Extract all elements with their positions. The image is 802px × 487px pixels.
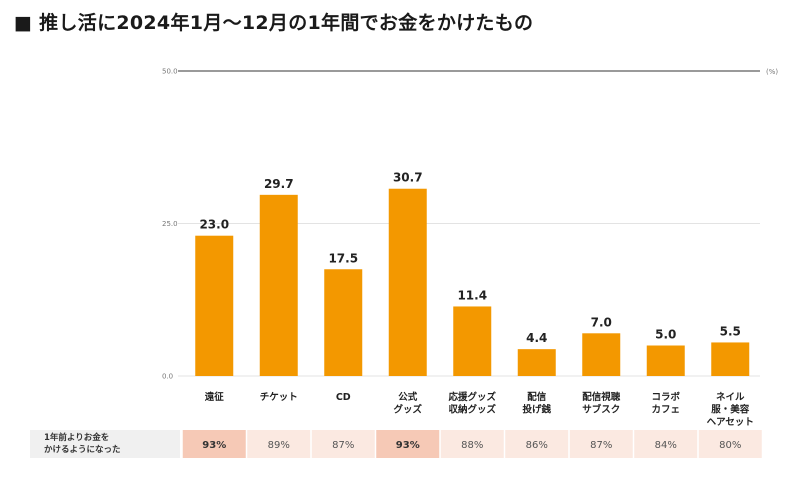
row-cell (182, 430, 246, 458)
category-label: 収納グッズ (448, 404, 496, 416)
bar-value-label: 17.5 (328, 251, 358, 265)
row-cell (440, 430, 504, 458)
category-label: ネイル (716, 392, 745, 403)
row-cell (634, 430, 698, 458)
category-label: グッズ (393, 404, 422, 416)
row-cell (247, 430, 311, 458)
bar-value-label: 30.7 (393, 171, 423, 185)
category-label: チケット (260, 392, 298, 403)
row-cell (376, 430, 440, 458)
category-label: CD (336, 392, 351, 403)
bars (195, 188, 750, 376)
category-label: 配信 (527, 391, 547, 403)
y-tick-label: 25.0 (162, 220, 178, 228)
row-label-line2: かけるようになった (44, 445, 121, 455)
row-cell-value: 87% (332, 440, 354, 451)
row-label-line1: 1年前よりお金を (44, 433, 110, 443)
bar-value-label: 7.0 (591, 315, 612, 329)
y-tick-label: 50.0 (162, 68, 178, 76)
row-cell-value: 88% (461, 440, 483, 451)
row-cell-value: 93% (202, 440, 226, 451)
unit-label: (%) (766, 68, 778, 76)
bar (195, 235, 234, 376)
bar (453, 306, 492, 376)
category-label: 公式 (398, 391, 418, 403)
row-cell-value: 87% (590, 440, 612, 451)
bar-value-label: 5.5 (720, 324, 741, 338)
category-label: サブスク (582, 404, 620, 416)
row-cell (505, 430, 569, 458)
category-label: コラボ (651, 391, 680, 403)
category-label: 応援グッズ (447, 391, 496, 403)
bar (517, 349, 556, 376)
bar (646, 345, 685, 376)
row-cell (311, 430, 375, 458)
bar-value-label: 4.4 (526, 331, 547, 345)
category-label: 配信視聴 (582, 391, 621, 403)
bar (388, 188, 427, 376)
row-cell-value: 80% (719, 440, 741, 451)
category-label: 投げ銭 (522, 404, 551, 416)
comparison-row: 93% 89% 87% 93% 88% 86% 87% 84% 80% (182, 430, 762, 458)
comparison-row-label: 1年前よりお金を かけるようになった (30, 430, 180, 458)
bar-value-label: 5.0 (655, 328, 676, 342)
row-cell-value: 89% (268, 440, 290, 451)
row-cell-value: 93% (396, 440, 420, 451)
category-label: ヘアセット (707, 417, 754, 428)
category-label: 服・美容 (711, 404, 750, 416)
bar (259, 194, 298, 376)
category-label: 遠征 (205, 391, 225, 403)
bar-value-label: 11.4 (457, 288, 487, 302)
row-cell-value: 86% (526, 440, 548, 451)
chart-title: ■ 推し活に2024年1月〜12月の1年間でお金をかけたもの (14, 12, 534, 34)
y-tick-label: 0.0 (162, 373, 173, 381)
value-labels: 23.0 29.7 17.5 30.7 11.4 4.4 7.0 5.0 5.5 (199, 171, 740, 345)
row-cell-value: 84% (655, 440, 677, 451)
category-label: カフェ (651, 405, 680, 416)
row-cell (698, 430, 762, 458)
bar (582, 333, 621, 376)
bar-value-label: 23.0 (199, 218, 229, 232)
row-cell (569, 430, 633, 458)
bar-value-label: 29.7 (264, 177, 294, 191)
bar (324, 269, 363, 376)
bar (711, 342, 750, 376)
